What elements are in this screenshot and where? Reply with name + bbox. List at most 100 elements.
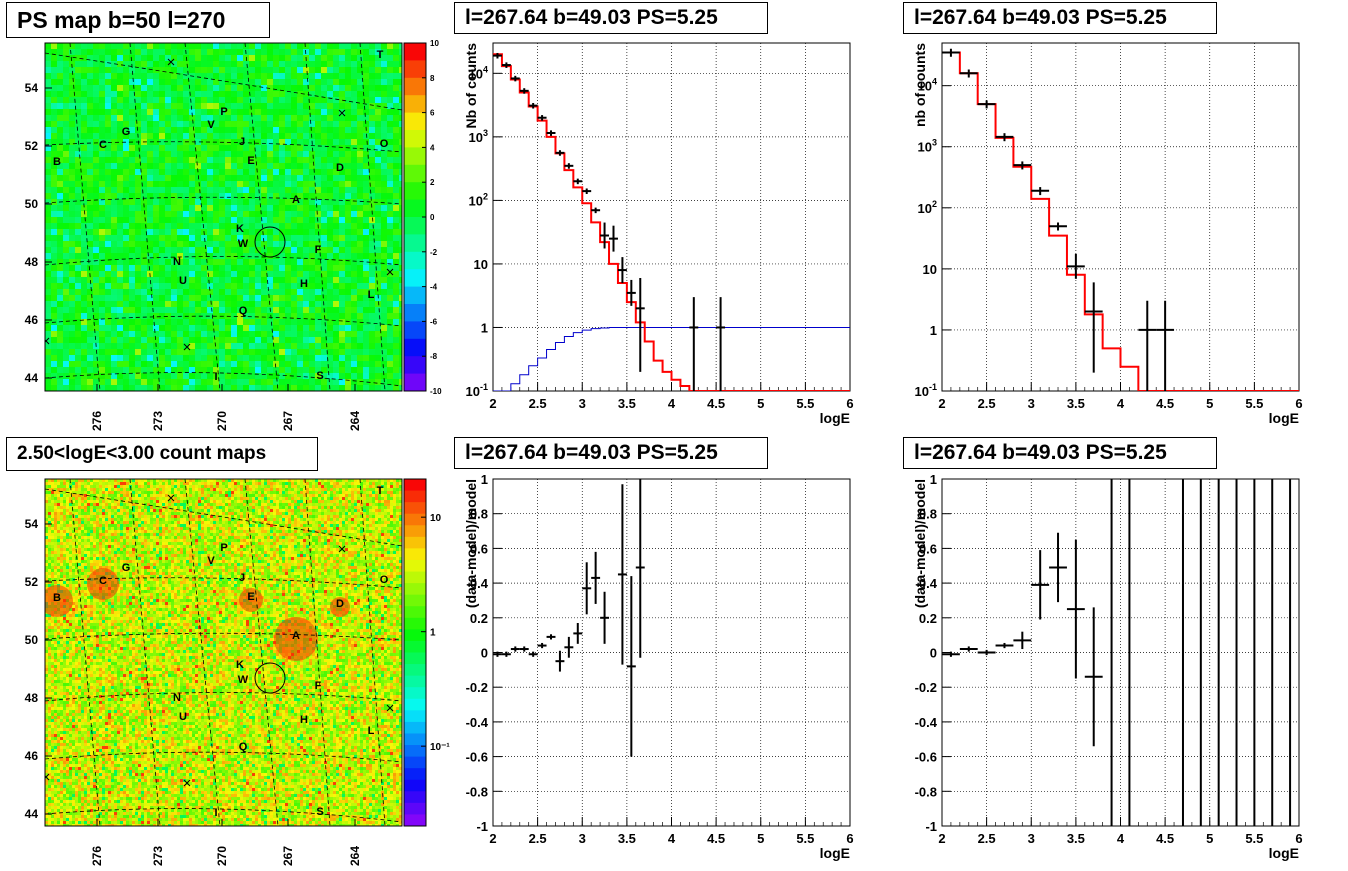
map-top-pixel <box>153 241 159 247</box>
map-top-pixel <box>243 313 249 319</box>
map-top-pixel <box>315 253 321 259</box>
map-top-pixel <box>327 49 333 55</box>
map-top-pixel <box>69 265 75 271</box>
map-top-pixel <box>189 157 195 163</box>
map-bottom-pixel <box>57 482 60 485</box>
map-bottom-pixel <box>111 485 114 488</box>
map-top-pixel <box>75 187 81 193</box>
map-top-pixel <box>273 187 279 193</box>
map-top-pixel <box>135 325 141 331</box>
map-bottom-pixel <box>279 482 282 485</box>
map-top-pixel <box>399 247 402 253</box>
map-top-pixel <box>99 55 105 61</box>
map-bottom-pixel <box>396 491 399 494</box>
map-bottom-pixel <box>225 503 228 506</box>
map-bottom-pixel <box>120 515 123 518</box>
map-top-pixel <box>255 343 261 349</box>
map-top-pixel <box>183 211 189 217</box>
map-top-pixel <box>249 103 255 109</box>
map-bottom-pixel <box>378 503 381 506</box>
map-top-pixel <box>279 61 285 67</box>
map-top-pixel <box>63 361 69 367</box>
map-top-pixel <box>159 361 165 367</box>
map-bottom-pixel <box>174 497 177 500</box>
map-top-pixel <box>285 199 291 205</box>
map-top-pixel <box>357 73 363 79</box>
map-top-pixel <box>369 223 375 229</box>
map-top-pixel <box>285 97 291 103</box>
map-top-pixel <box>135 181 141 187</box>
map-bottom-pixel <box>225 509 228 512</box>
map-top-pixel <box>219 157 225 163</box>
map-top-pixel <box>369 151 375 157</box>
map-top-pixel <box>141 373 147 379</box>
map-top-pixel <box>93 169 99 175</box>
map-bottom-pixel <box>264 497 267 500</box>
map-top-pixel <box>399 205 402 211</box>
map-top-pixel <box>81 217 87 223</box>
map-top-pixel <box>303 367 309 373</box>
map-bottom-pixel <box>390 512 393 515</box>
map-bottom-pixel <box>267 485 270 488</box>
map-top-graticule-lon <box>359 43 386 391</box>
map-top-pixel <box>327 97 333 103</box>
map-bottom-pixel <box>372 491 375 494</box>
map-top-pixel <box>261 61 267 67</box>
map-top-pixel <box>207 241 213 247</box>
map-bottom-pixel <box>231 482 234 485</box>
map-top-pixel <box>261 187 267 193</box>
map-bottom-pixel <box>369 494 372 497</box>
map-bottom-pixel <box>135 500 138 503</box>
map-top-pixel <box>285 307 291 313</box>
map-top-pixel <box>75 373 81 379</box>
map-top-pixel <box>51 331 57 337</box>
map-bottom-pixel <box>288 512 291 515</box>
map-bottom-pixel <box>213 479 216 482</box>
map-bottom-pixel <box>81 503 84 506</box>
map-top-pixel <box>357 241 363 247</box>
map-bottom-pixel <box>339 494 342 497</box>
map-top-pixel <box>63 259 69 265</box>
map-bottom-pixel <box>138 497 141 500</box>
map-top-pixel <box>69 247 75 253</box>
map-top-pixel <box>177 205 183 211</box>
map-top-pixel <box>333 331 339 337</box>
map-top-pixel <box>117 241 123 247</box>
map-top-pixel <box>201 169 207 175</box>
map-top-pixel <box>261 43 267 49</box>
map-top-pixel <box>51 361 57 367</box>
map-bottom-pixel <box>156 509 159 512</box>
map-top-pixel <box>129 301 135 307</box>
map-bottom-pixel <box>81 515 84 518</box>
map-top-pixel <box>81 91 87 97</box>
map-top-pixel <box>105 49 111 55</box>
map-top-pixel <box>153 73 159 79</box>
map-top-pixel <box>363 211 369 217</box>
map-bottom-pixel <box>174 512 177 515</box>
map-top-pixel <box>387 229 393 235</box>
map-top-pixel <box>111 229 117 235</box>
map-bottom-pixel <box>195 491 198 494</box>
map-bottom-pixel <box>180 494 183 497</box>
map-bottom-pixel <box>249 512 252 515</box>
map-top-pixel <box>51 55 57 61</box>
map-top-pixel <box>303 193 309 199</box>
map-top-pixel <box>279 115 285 121</box>
map-top-pixel <box>129 373 135 379</box>
map-top-pixel <box>81 157 87 163</box>
map-top-pixel <box>255 385 261 391</box>
map-bottom-pixel <box>315 488 318 491</box>
map-top-pixel <box>165 103 171 109</box>
map-top-pixel <box>69 43 75 49</box>
map-top-pixel <box>207 97 213 103</box>
map-top-pixel <box>177 157 183 163</box>
map-bottom-pixel <box>129 512 132 515</box>
map-top-pixel <box>315 331 321 337</box>
map-top-pixel <box>45 205 51 211</box>
map-bottom-pixel <box>384 506 387 509</box>
map-bottom-pixel <box>306 491 309 494</box>
map-top-pixel <box>189 361 195 367</box>
map-top-pixel <box>291 199 297 205</box>
map-top-pixel <box>381 175 387 181</box>
map-top-pixel <box>153 79 159 85</box>
